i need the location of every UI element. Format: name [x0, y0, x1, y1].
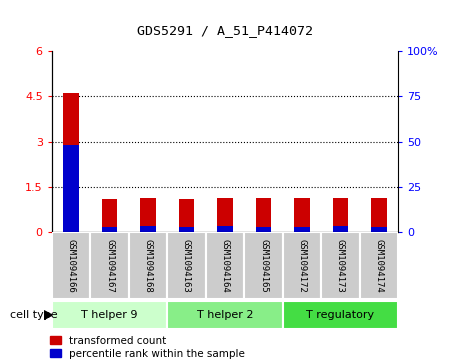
Polygon shape: [44, 311, 52, 319]
Bar: [140, 226, 156, 232]
Bar: [63, 93, 79, 232]
Bar: [102, 199, 117, 232]
Bar: [179, 199, 194, 232]
Bar: [294, 197, 310, 232]
Bar: [321, 232, 360, 299]
Bar: [283, 232, 321, 299]
Bar: [333, 197, 348, 232]
Bar: [371, 197, 387, 232]
Bar: [283, 301, 398, 329]
Bar: [371, 227, 387, 232]
Bar: [167, 232, 206, 299]
Text: GDS5291 / A_51_P414072: GDS5291 / A_51_P414072: [137, 24, 313, 37]
Bar: [179, 227, 194, 232]
Bar: [244, 232, 283, 299]
Bar: [217, 197, 233, 232]
Bar: [52, 232, 90, 299]
Bar: [129, 232, 167, 299]
Text: GSM1094173: GSM1094173: [336, 239, 345, 293]
Text: GSM1094163: GSM1094163: [182, 239, 191, 293]
Text: T regulatory: T regulatory: [306, 310, 374, 320]
Bar: [333, 226, 348, 232]
Bar: [217, 226, 233, 232]
Bar: [206, 232, 244, 299]
Text: GSM1094164: GSM1094164: [220, 239, 230, 293]
Bar: [294, 227, 310, 232]
Legend: transformed count, percentile rank within the sample: transformed count, percentile rank withi…: [50, 335, 245, 359]
Text: GSM1094165: GSM1094165: [259, 239, 268, 293]
Text: T helper 9: T helper 9: [81, 310, 138, 320]
Text: GSM1094168: GSM1094168: [144, 239, 153, 293]
Bar: [167, 301, 283, 329]
Bar: [102, 227, 117, 232]
Bar: [140, 197, 156, 232]
Text: GSM1094174: GSM1094174: [374, 239, 383, 293]
Text: GSM1094172: GSM1094172: [297, 239, 306, 293]
Text: cell type: cell type: [10, 310, 58, 320]
Bar: [90, 232, 129, 299]
Bar: [52, 301, 167, 329]
Text: GSM1094167: GSM1094167: [105, 239, 114, 293]
Bar: [256, 227, 271, 232]
Bar: [360, 232, 398, 299]
Text: T helper 2: T helper 2: [197, 310, 253, 320]
Text: GSM1094166: GSM1094166: [67, 239, 76, 293]
Bar: [63, 144, 79, 232]
Bar: [256, 197, 271, 232]
